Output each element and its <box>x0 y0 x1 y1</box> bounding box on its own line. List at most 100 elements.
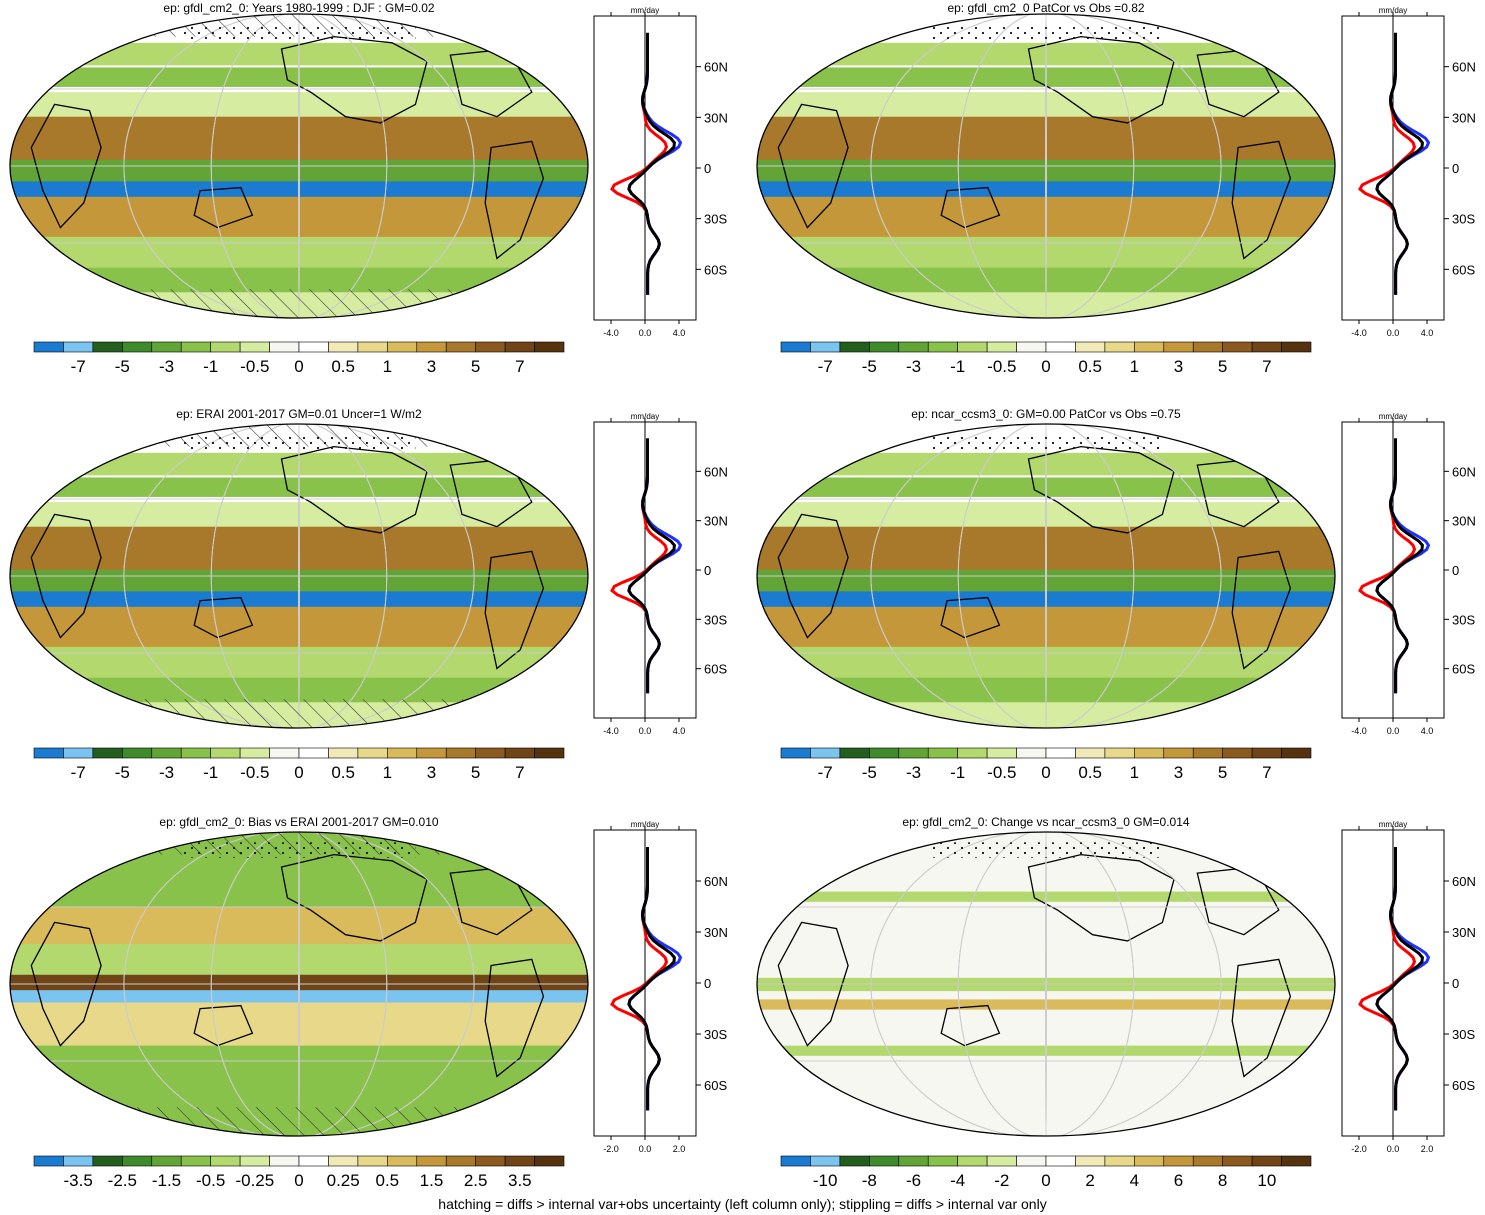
coastline <box>777 921 849 1047</box>
colorbar-box <box>810 341 841 353</box>
colorbar-box <box>1163 1155 1194 1167</box>
graticule-meridian <box>870 832 1222 1136</box>
colorbar-box <box>328 747 359 759</box>
colorbar-label: -7 <box>818 763 833 782</box>
colorbar-box <box>151 747 182 759</box>
panel-title: ep: gfdl_cm2_0 PatCor vs Obs =0.82 <box>947 1 1144 15</box>
x-tick-label: 0.0 <box>639 328 652 338</box>
colorbar-label: 10 <box>1257 1171 1276 1190</box>
coastline <box>30 513 102 639</box>
stippling <box>182 24 416 40</box>
profile-line-black <box>627 438 676 694</box>
colorbar-box <box>869 1155 900 1167</box>
hatching <box>10 699 588 728</box>
coastline <box>30 103 102 229</box>
colorbar-box <box>1075 341 1106 353</box>
map-border <box>9 13 589 319</box>
panel-title: ep: ncar_ccsm3_0: GM=0.00 PatCor vs Obs … <box>911 407 1181 421</box>
colorbar-box <box>33 1155 64 1167</box>
colorbar-box <box>269 1155 300 1167</box>
stippling <box>929 434 1163 450</box>
graticule-meridian <box>210 424 388 728</box>
coastline <box>1231 140 1292 260</box>
colorbar-box <box>239 1155 270 1167</box>
lat-tick-label: 60N <box>1452 874 1476 889</box>
lat-tick-label: 30S <box>1452 1027 1475 1042</box>
colorbar-box <box>504 747 535 759</box>
lat-tick-label: 0 <box>1452 563 1459 578</box>
graticule-meridian <box>298 832 300 1136</box>
colorbar-box <box>357 1155 388 1167</box>
colorbar-box <box>1281 1155 1312 1167</box>
profile-line-black <box>1375 32 1424 295</box>
colorbar-box <box>1222 1155 1253 1167</box>
colorbar-box <box>986 341 1017 353</box>
colorbar-box <box>780 1155 811 1167</box>
colorbar-label: 0.5 <box>1078 763 1102 782</box>
colorbar-box <box>357 341 388 353</box>
colorbar-box <box>898 1155 929 1167</box>
profile-line-black <box>627 32 676 295</box>
colorbar-box <box>33 341 64 353</box>
colorbar-box <box>1104 1155 1135 1167</box>
stippling <box>929 24 1163 40</box>
colorbar-label: -3.5 <box>64 1171 93 1190</box>
lat-tick-label: 0 <box>704 976 711 991</box>
colorbar: -7 -5 -3 -1 -0.5 0 0.5 1 3 5 7 <box>33 747 565 782</box>
colorbar-label: -1.5 <box>152 1171 181 1190</box>
colorbar-label: 5 <box>471 357 480 376</box>
colorbar-box <box>780 747 811 759</box>
colorbar-label: 0 <box>294 1171 303 1190</box>
colorbar: -10 -8 -6 -4 -2 0 2 4 6 8 10 <box>780 1155 1312 1190</box>
graticule-meridian <box>870 424 1222 728</box>
panel-title: ep: gfdl_cm2_0: Change vs ncar_ccsm3_0 G… <box>902 815 1189 829</box>
x-tick-label: 0.0 <box>1387 726 1400 736</box>
lat-tick-label: 60S <box>1452 662 1475 677</box>
colorbar-box <box>269 747 300 759</box>
colorbar-box <box>839 1155 870 1167</box>
zonal-profile: mm/day 60N 30N 0 30S 60S -2.0 0.0 2.0 <box>593 820 728 1154</box>
colorbar-label: -3 <box>906 357 921 376</box>
coastline <box>777 103 849 229</box>
colorbar-label: -1 <box>203 357 218 376</box>
colorbar-label: 5 <box>1218 357 1227 376</box>
colorbar-label: 0.5 <box>331 357 355 376</box>
colorbar-box <box>1134 1155 1165 1167</box>
colorbar-box <box>898 747 929 759</box>
x-tick-label: 2.0 <box>1421 1144 1434 1154</box>
lat-tick-label: 30S <box>1452 212 1475 227</box>
lat-tick-label: 0 <box>1452 976 1459 991</box>
graticule-meridian <box>123 14 475 318</box>
colorbar-label: 0 <box>294 357 303 376</box>
colorbar-label: -7 <box>818 357 833 376</box>
colorbar-box <box>927 747 958 759</box>
colorbar-box <box>210 1155 241 1167</box>
colorbar-box <box>210 747 241 759</box>
colorbar-box <box>416 747 447 759</box>
colorbar-label: 1 <box>1130 357 1139 376</box>
colorbar-label: -1 <box>950 357 965 376</box>
colorbar-label: 0 <box>1041 763 1050 782</box>
colorbar-box <box>122 1155 153 1167</box>
colorbar-box <box>33 747 64 759</box>
colorbar-box <box>1045 341 1076 353</box>
x-tick-label: 4.0 <box>1421 726 1434 736</box>
colorbar-box <box>957 341 988 353</box>
colorbar-box <box>986 747 1017 759</box>
panel-p5: ep: gfdl_cm2_0: Bias vs ERAI 2001-2017 G… <box>9 815 728 1190</box>
colorbar-box <box>810 747 841 759</box>
colorbar-label: -5 <box>115 763 130 782</box>
panel-p4: ep: ncar_ccsm3_0: GM=0.00 PatCor vs Obs … <box>756 407 1476 782</box>
colorbar-box <box>151 1155 182 1167</box>
hatching <box>10 1107 588 1136</box>
graticule-meridian <box>298 14 300 318</box>
colorbar-label: -7 <box>71 763 86 782</box>
colorbar-label: 7 <box>515 357 524 376</box>
colorbar-box <box>63 1155 94 1167</box>
colorbar-label: -8 <box>862 1171 877 1190</box>
colorbar-box <box>1222 341 1253 353</box>
panel-p6: ep: gfdl_cm2_0: Change vs ncar_ccsm3_0 G… <box>756 815 1476 1190</box>
colorbar-box <box>810 1155 841 1167</box>
colorbar-box <box>839 747 870 759</box>
colorbar-box <box>1251 1155 1282 1167</box>
